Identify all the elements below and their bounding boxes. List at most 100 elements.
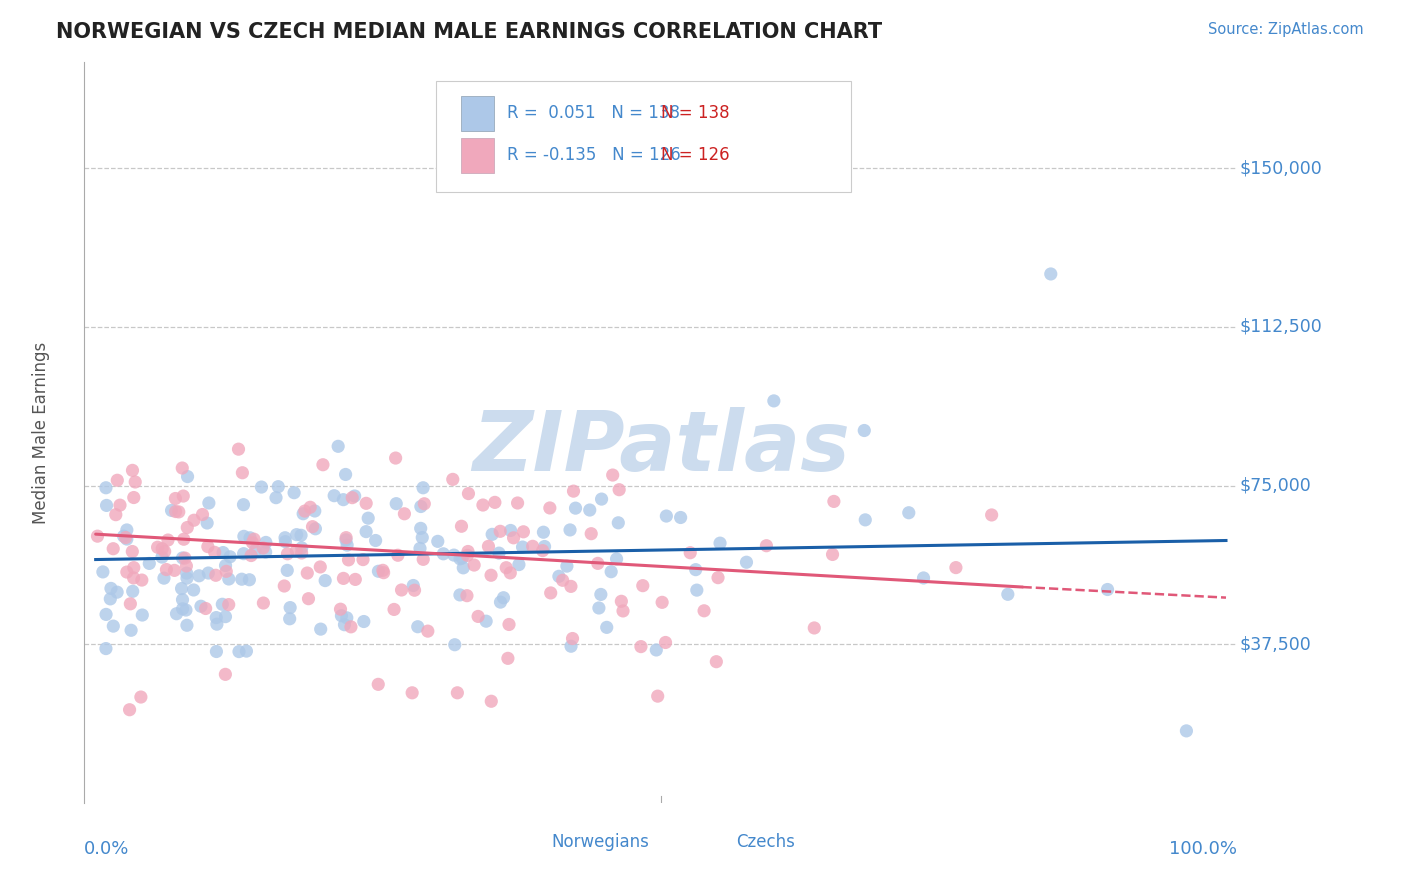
Point <box>579 526 602 541</box>
Point <box>391 582 413 597</box>
Point <box>586 557 609 571</box>
Point <box>285 527 308 541</box>
Point <box>121 463 143 477</box>
Point <box>252 541 274 555</box>
Point <box>406 620 429 634</box>
Point <box>610 594 633 608</box>
Point <box>276 547 298 561</box>
Point <box>232 498 254 512</box>
Point <box>411 531 433 545</box>
Point <box>131 573 153 587</box>
Point <box>254 535 277 549</box>
Point <box>273 579 295 593</box>
Point <box>197 540 219 554</box>
Point <box>495 560 517 574</box>
Point <box>456 589 478 603</box>
Point <box>693 604 716 618</box>
Point <box>735 555 758 569</box>
Point <box>382 602 405 616</box>
Point <box>204 545 226 559</box>
Point <box>457 544 479 558</box>
Point <box>704 655 727 669</box>
Point <box>122 491 145 505</box>
Point <box>329 602 352 616</box>
Point <box>371 563 394 577</box>
Point <box>538 500 561 515</box>
Point <box>477 540 499 554</box>
Point <box>204 568 226 582</box>
Point <box>120 597 142 611</box>
Point <box>129 690 152 704</box>
Point <box>562 484 585 499</box>
Point <box>267 480 290 494</box>
Point <box>232 547 254 561</box>
Point <box>146 540 169 554</box>
Point <box>252 596 274 610</box>
Point <box>240 549 263 563</box>
Point <box>1175 723 1198 738</box>
Point <box>669 510 692 524</box>
Point <box>821 548 844 562</box>
Point <box>100 582 122 596</box>
Point <box>197 566 219 580</box>
Point <box>309 560 332 574</box>
Point <box>218 572 240 586</box>
Point <box>560 579 582 593</box>
Point <box>115 523 138 537</box>
Point <box>191 508 214 522</box>
Point <box>980 508 1002 522</box>
Point <box>170 582 193 596</box>
Text: R =  0.051   N = 138: R = 0.051 N = 138 <box>508 103 681 122</box>
Point <box>183 582 205 597</box>
Point <box>409 521 432 535</box>
Point <box>555 559 578 574</box>
Point <box>404 583 426 598</box>
Point <box>166 607 188 621</box>
Point <box>679 546 702 560</box>
Point <box>344 573 367 587</box>
Point <box>156 533 179 547</box>
Point <box>219 549 242 564</box>
Bar <box>702 828 727 856</box>
Point <box>479 568 502 582</box>
Point <box>481 527 503 541</box>
Point <box>522 539 544 553</box>
Point <box>232 529 254 543</box>
Point <box>235 644 257 658</box>
Point <box>172 602 194 616</box>
Point <box>304 504 326 518</box>
Text: ZIPatlas: ZIPatlas <box>472 407 849 488</box>
Point <box>451 551 474 566</box>
Point <box>103 619 125 633</box>
Point <box>450 519 472 533</box>
Point <box>416 624 439 639</box>
Point <box>176 469 198 483</box>
Point <box>512 524 534 539</box>
Point <box>484 495 506 509</box>
Point <box>492 591 515 605</box>
Point <box>333 617 356 632</box>
Point <box>112 529 135 543</box>
Text: N = 138: N = 138 <box>661 103 730 122</box>
Point <box>245 543 267 558</box>
Point <box>443 638 465 652</box>
Point <box>803 621 825 635</box>
Point <box>291 546 314 560</box>
Point <box>997 587 1019 601</box>
Point <box>336 611 359 625</box>
Point <box>588 601 610 615</box>
Point <box>155 563 177 577</box>
Point <box>238 573 260 587</box>
Point <box>551 574 574 588</box>
Point <box>600 565 623 579</box>
Point <box>1097 582 1119 597</box>
Point <box>489 524 512 539</box>
Point <box>651 595 673 609</box>
Point <box>342 491 364 505</box>
Point <box>449 588 471 602</box>
Point <box>292 507 315 521</box>
Point <box>294 504 316 518</box>
Point <box>214 667 236 681</box>
Point <box>630 640 652 654</box>
Point <box>309 622 332 636</box>
